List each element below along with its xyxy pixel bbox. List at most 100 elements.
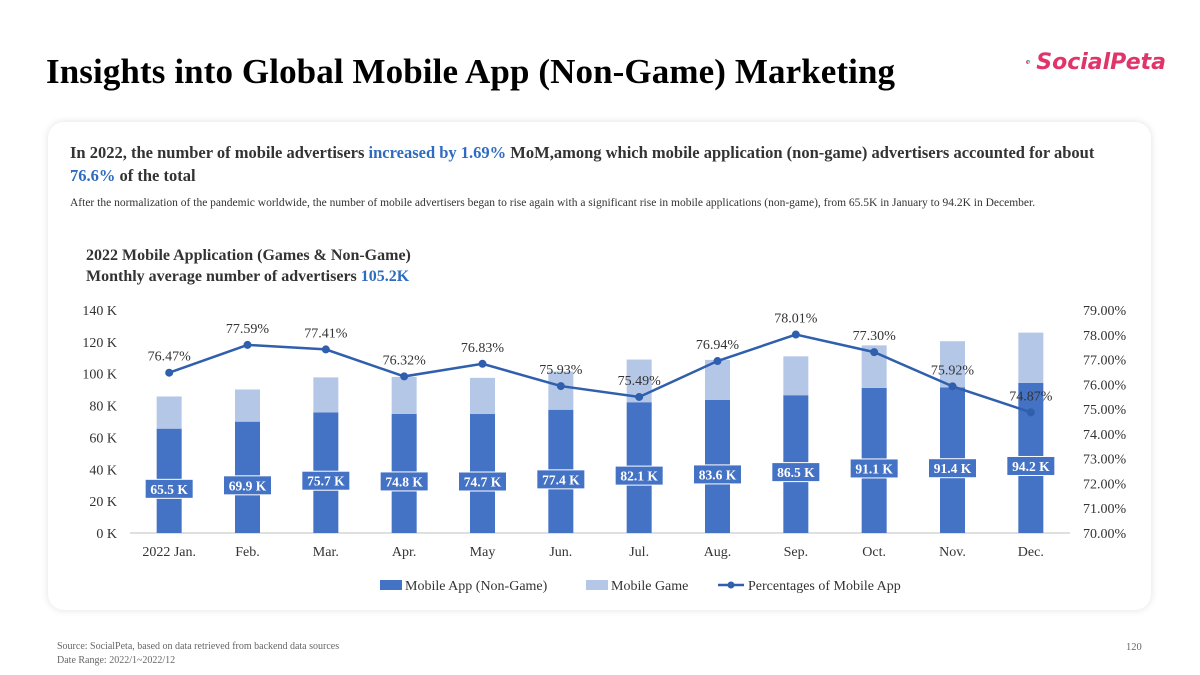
bar-value-label-box: [144, 478, 194, 499]
socialpeta-logo-icon: [1026, 59, 1031, 65]
headline-text-3: of the total: [115, 166, 196, 185]
legend-swatch-percentage-point: [727, 581, 735, 589]
bar-value-label: 69.9 K: [223, 475, 272, 496]
subtext: After the normalization of the pandemic …: [70, 197, 1036, 209]
headline-text-1: In 2022, the number of mobile advertiser…: [70, 143, 369, 162]
source-note: Source: SocialPeta, based on data retrie…: [57, 641, 340, 652]
bar-value-label: 65.5 K: [144, 478, 194, 499]
x-tick-label: Aug.: [704, 545, 732, 560]
y-right-tick-label: 70.00%: [1083, 527, 1127, 542]
x-tick-label: Sep.: [784, 545, 809, 560]
bar-mobile-game: [940, 341, 965, 388]
y-left-tick-label: 120 K: [82, 336, 117, 351]
bar-value-label: 91.4 K: [928, 458, 977, 479]
bar-mobile-game: [470, 377, 495, 415]
chart-title-average-value: 105.2K: [360, 268, 410, 285]
bar-value-label: 83.6 K: [693, 464, 742, 485]
legend-label-non-game: Mobile App (Non-Game): [405, 579, 548, 594]
percentage-label: 75.93%: [539, 363, 583, 378]
bar-value-label-box: [458, 471, 507, 492]
percentage-line: [168, 333, 1032, 414]
bar-value-label: 86.5 K: [771, 462, 821, 483]
bar-value-label-box: [928, 458, 977, 479]
y-right-tick-label: 75.00%: [1083, 403, 1127, 418]
percentage-point: [713, 357, 722, 366]
legend-label-mobile-game: Mobile Game: [611, 579, 688, 594]
bar-mobile-game: [156, 396, 182, 429]
bar-value-label-box: [849, 458, 899, 479]
x-tick-label: Mar.: [313, 545, 339, 560]
percentage-point: [948, 382, 957, 391]
legend-swatch-mobile-game: [586, 580, 608, 590]
y-left-tick-label: 60 K: [89, 431, 117, 446]
y-left-tick-label: 140 K: [82, 304, 117, 319]
date-range-note: Date Range: 2022/1~2022/12: [57, 655, 176, 666]
percentage-point: [556, 382, 565, 391]
bar-value-label-text: 75.7 K: [307, 474, 345, 489]
page-number: 120: [1126, 642, 1142, 653]
socialpeta-logo-text: SocialPeta: [1036, 49, 1166, 75]
y-right-tick-label: 72.00%: [1083, 477, 1127, 492]
bar-mobile-game: [1018, 332, 1044, 383]
chart-title-line2: Monthly average number of advertisers 10…: [86, 266, 411, 287]
bar-mobile-game: [705, 359, 730, 400]
bar-value-label-text: 86.5 K: [777, 465, 815, 480]
percentage-point: [321, 345, 330, 354]
percentage-label: 74.87%: [1009, 389, 1053, 404]
bar-value-label-box: [614, 465, 664, 486]
bar-value-label-text: 74.8 K: [385, 474, 423, 489]
percentage-label: 76.47%: [148, 350, 192, 365]
y-right-tick-label: 74.00%: [1083, 428, 1127, 443]
x-tick-label: Dec.: [1018, 545, 1044, 560]
chart-title: 2022 Mobile Application (Games & Non-Gam…: [86, 245, 411, 287]
chart-title-line1: 2022 Mobile Application (Games & Non-Gam…: [86, 247, 411, 264]
y-left-tick-label: 100 K: [82, 368, 117, 383]
bar-value-label: 74.8 K: [379, 471, 429, 492]
bar-value-label: 77.4 K: [536, 469, 586, 490]
bar-value-label: 94.2 K: [1006, 455, 1056, 476]
percentage-label: 76.94%: [696, 338, 740, 353]
y-right-tick-label: 71.00%: [1083, 502, 1127, 517]
x-tick-label: 2022 Jan.: [142, 545, 196, 560]
bar-value-label-text: 77.4 K: [542, 472, 580, 487]
socialpeta-logo: SocialPeta: [1026, 42, 1166, 82]
bar-value-label-text: 91.4 K: [934, 461, 972, 476]
y-left-tick-label: 20 K: [89, 495, 117, 510]
legend-swatch-non-game: [380, 580, 402, 590]
bar-value-label: 82.1 K: [614, 465, 664, 486]
y-right-tick-label: 76.00%: [1083, 378, 1127, 393]
bar-mobile-game: [313, 377, 339, 413]
percentage-label: 77.41%: [304, 326, 348, 341]
bar-value-label-box: [1006, 455, 1056, 476]
bar-mobile-game: [548, 371, 574, 410]
bar-value-label: 75.7 K: [301, 470, 351, 491]
bar-value-label-text: 65.5 K: [150, 482, 188, 497]
y-left-tick-label: 0 K: [96, 527, 117, 542]
chart-title-line2-text: Monthly average number of advertisers: [86, 268, 361, 285]
headline: In 2022, the number of mobile advertiser…: [70, 141, 1130, 187]
bar-value-label-text: 69.9 K: [229, 478, 267, 493]
footer: Source: SocialPeta, based on data retrie…: [57, 640, 339, 668]
x-tick-label: Oct.: [862, 545, 886, 560]
percentage-point: [870, 348, 879, 357]
y-right-tick-label: 73.00%: [1083, 453, 1127, 468]
percentage-label: 78.01%: [774, 312, 818, 327]
bar-value-label-text: 82.1 K: [620, 469, 658, 484]
bar-value-label-box: [301, 470, 351, 491]
percentage-point: [635, 392, 644, 401]
legend-label-percentage: Percentages of Mobile App: [748, 579, 901, 594]
bar-value-label-box: [379, 471, 429, 492]
content-card: [48, 122, 1151, 610]
percentage-label: 75.49%: [618, 374, 662, 389]
bar-value-label-text: 74.7 K: [464, 475, 502, 490]
percentage-point: [400, 372, 409, 381]
y-left-tick-label: 40 K: [89, 463, 117, 478]
bar-value-label: 74.7 K: [458, 471, 507, 492]
headline-highlight-growth: increased by 1.69%: [368, 143, 507, 162]
x-tick-label: May: [470, 545, 496, 560]
percentage-label: 76.32%: [383, 353, 427, 368]
percentage-point: [1026, 408, 1035, 417]
bar-mobile-game: [391, 376, 417, 414]
bar-value-label-box: [693, 464, 742, 485]
